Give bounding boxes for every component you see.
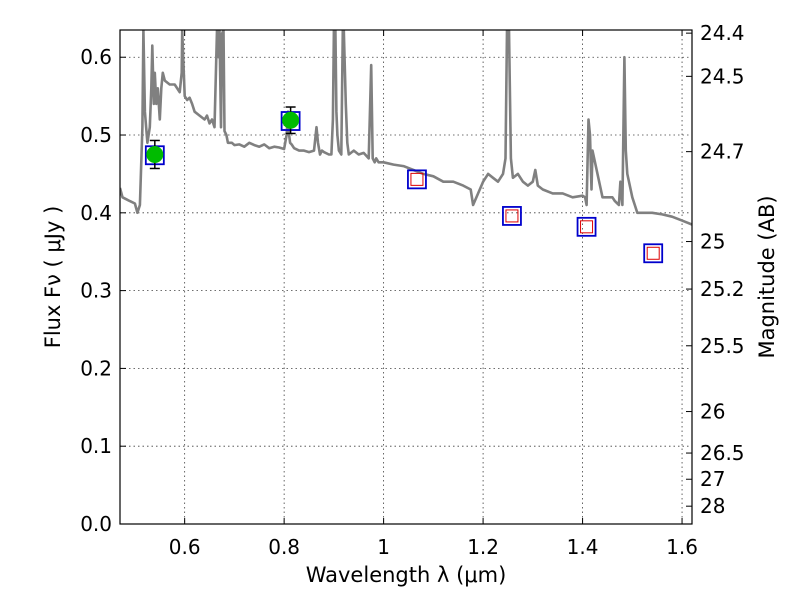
y2-axis-label: Magnitude (AB) [755, 195, 779, 358]
measured-flux-open-square [646, 246, 660, 260]
measured-flux-point [282, 111, 300, 129]
y2-tick-label: 24.7 [700, 140, 745, 164]
x-tick-label: 1.2 [467, 535, 499, 559]
y-tick-label: 0.6 [80, 45, 112, 69]
model-flux-square [502, 206, 522, 226]
y-tick-label: 0.4 [80, 201, 112, 225]
y2-tick-label: 24.5 [700, 64, 745, 88]
measured-flux-open-square [580, 220, 594, 234]
x-axis-label: Wavelength λ (μm) [306, 563, 507, 587]
plot-area [120, 30, 692, 264]
measured-flux-point [146, 145, 164, 163]
model-flux-square [643, 243, 664, 264]
y2-tick-label: 24.4 [700, 21, 745, 45]
axis-ticks: 0.6 0.8 1 1.2 1.4 1.6 0.0 0.1 0.2 0.3 0.4 0.5 0.6 24.… [80, 21, 744, 559]
grid [120, 30, 692, 524]
y2-tick-label: 26 [700, 400, 725, 424]
measured-flux-open-square [505, 209, 519, 223]
y-tick-label: 0.3 [80, 279, 112, 303]
y-tick-label: 0.0 [80, 512, 112, 536]
model-flux-square [576, 216, 597, 237]
x-tick-label: 1.4 [567, 535, 599, 559]
plot-frame [119, 29, 693, 525]
x-tick-label: 1 [377, 535, 390, 559]
y2-tick-label: 28 [700, 494, 725, 518]
y2-tick-label: 25.2 [700, 277, 745, 301]
x-tick-label: 0.8 [268, 535, 300, 559]
y2-tick-label: 25 [700, 230, 725, 254]
y-tick-label: 0.1 [80, 434, 112, 458]
y2-tick-label: 25.5 [700, 334, 745, 358]
y2-tick-label: 26.5 [700, 441, 745, 465]
y-tick-label: 0.5 [80, 123, 112, 147]
x-tick-label: 0.6 [169, 535, 201, 559]
x-tick-label: 1.6 [666, 535, 698, 559]
sed-model-line [120, 30, 692, 226]
y-axis-label: Flux Fν ( μJy ) [41, 206, 65, 349]
model-flux-square [407, 169, 427, 190]
y2-tick-label: 27 [700, 467, 725, 491]
measured-flux-open-square [410, 172, 424, 186]
y-tick-label: 0.2 [80, 356, 112, 380]
